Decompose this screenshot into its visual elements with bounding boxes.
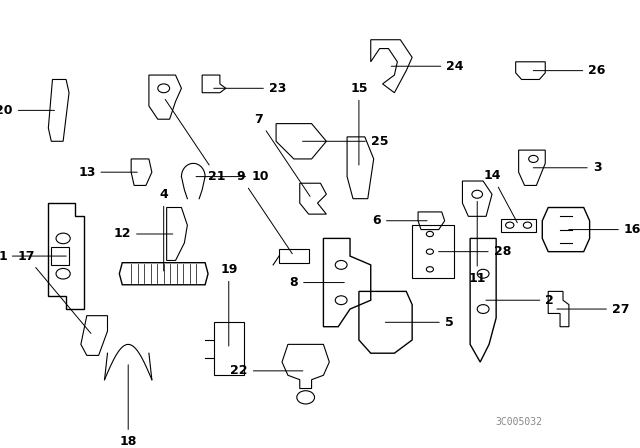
Bar (214, 322, 244, 375)
Text: 5: 5 (385, 316, 454, 329)
Text: 4: 4 (159, 188, 168, 271)
Text: 6: 6 (372, 214, 427, 227)
Text: 20: 20 (0, 104, 54, 117)
Text: 18: 18 (120, 365, 137, 448)
Text: 3C005032: 3C005032 (495, 417, 542, 426)
Text: 8: 8 (289, 276, 344, 289)
Text: 25: 25 (303, 135, 388, 148)
Text: 23: 23 (214, 82, 286, 95)
Bar (412, 225, 454, 278)
Text: 16: 16 (569, 223, 640, 236)
Text: 26: 26 (533, 64, 605, 77)
Text: 14: 14 (483, 169, 517, 223)
Text: 7: 7 (254, 113, 310, 196)
Text: 1: 1 (0, 250, 67, 263)
Bar (501, 219, 536, 232)
Text: 12: 12 (113, 228, 173, 241)
Text: 2: 2 (486, 294, 554, 307)
Text: 21: 21 (165, 99, 226, 183)
Text: 22: 22 (230, 364, 303, 377)
Text: 24: 24 (391, 60, 464, 73)
Text: 3: 3 (533, 161, 602, 174)
Text: 15: 15 (350, 82, 367, 165)
Text: 19: 19 (220, 263, 237, 346)
Text: 10: 10 (196, 170, 269, 183)
Bar (279, 250, 308, 263)
Text: 13: 13 (78, 166, 137, 179)
Text: 9: 9 (236, 170, 292, 254)
Text: 11: 11 (468, 202, 486, 284)
Text: 27: 27 (557, 302, 629, 315)
Bar (51, 247, 69, 265)
Text: 28: 28 (438, 245, 511, 258)
Text: 17: 17 (17, 250, 91, 333)
